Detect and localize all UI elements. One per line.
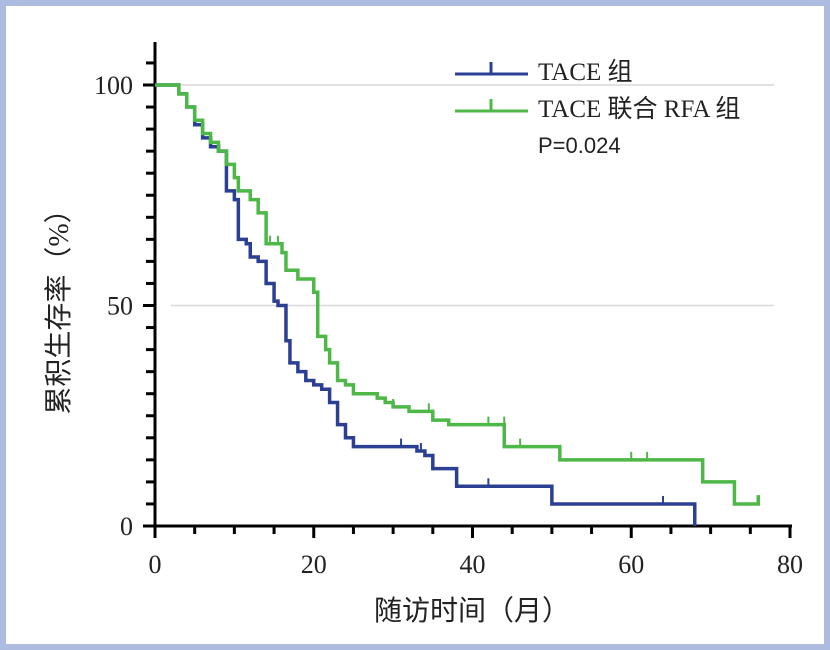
x-tick-label: 60 xyxy=(618,550,644,579)
x-tick-label: 0 xyxy=(149,550,162,579)
x-axis-title: 随访时间（月） xyxy=(374,595,570,627)
survival-curve-tace-rfa xyxy=(155,83,760,506)
y-tick-label: 100 xyxy=(94,71,133,100)
series-tace xyxy=(155,83,697,526)
survival-curve-tace xyxy=(155,83,697,526)
series xyxy=(155,83,760,526)
x-tick-label: 20 xyxy=(301,550,327,579)
x-tick-label: 80 xyxy=(777,550,803,579)
legend-label-tace-rfa: TACE 联合 RFA 组 xyxy=(538,95,740,123)
chart-panel xyxy=(6,6,824,644)
legend-label-tace: TACE 组 xyxy=(538,58,633,86)
y-axis-title: 累积生存率（%） xyxy=(43,195,75,414)
gridlines xyxy=(170,84,775,307)
axes: 0 50 100 0 20 40 60 80 xyxy=(94,42,803,579)
legend: TACE 组 TACE 联合 RFA 组 P=0.024 xyxy=(455,58,740,158)
y-tick-label: 50 xyxy=(107,292,133,321)
x-tick-label: 40 xyxy=(460,550,486,579)
y-tick-label: 0 xyxy=(120,512,133,541)
series-tace-rfa xyxy=(155,83,760,506)
p-value-annotation: P=0.024 xyxy=(538,133,621,158)
